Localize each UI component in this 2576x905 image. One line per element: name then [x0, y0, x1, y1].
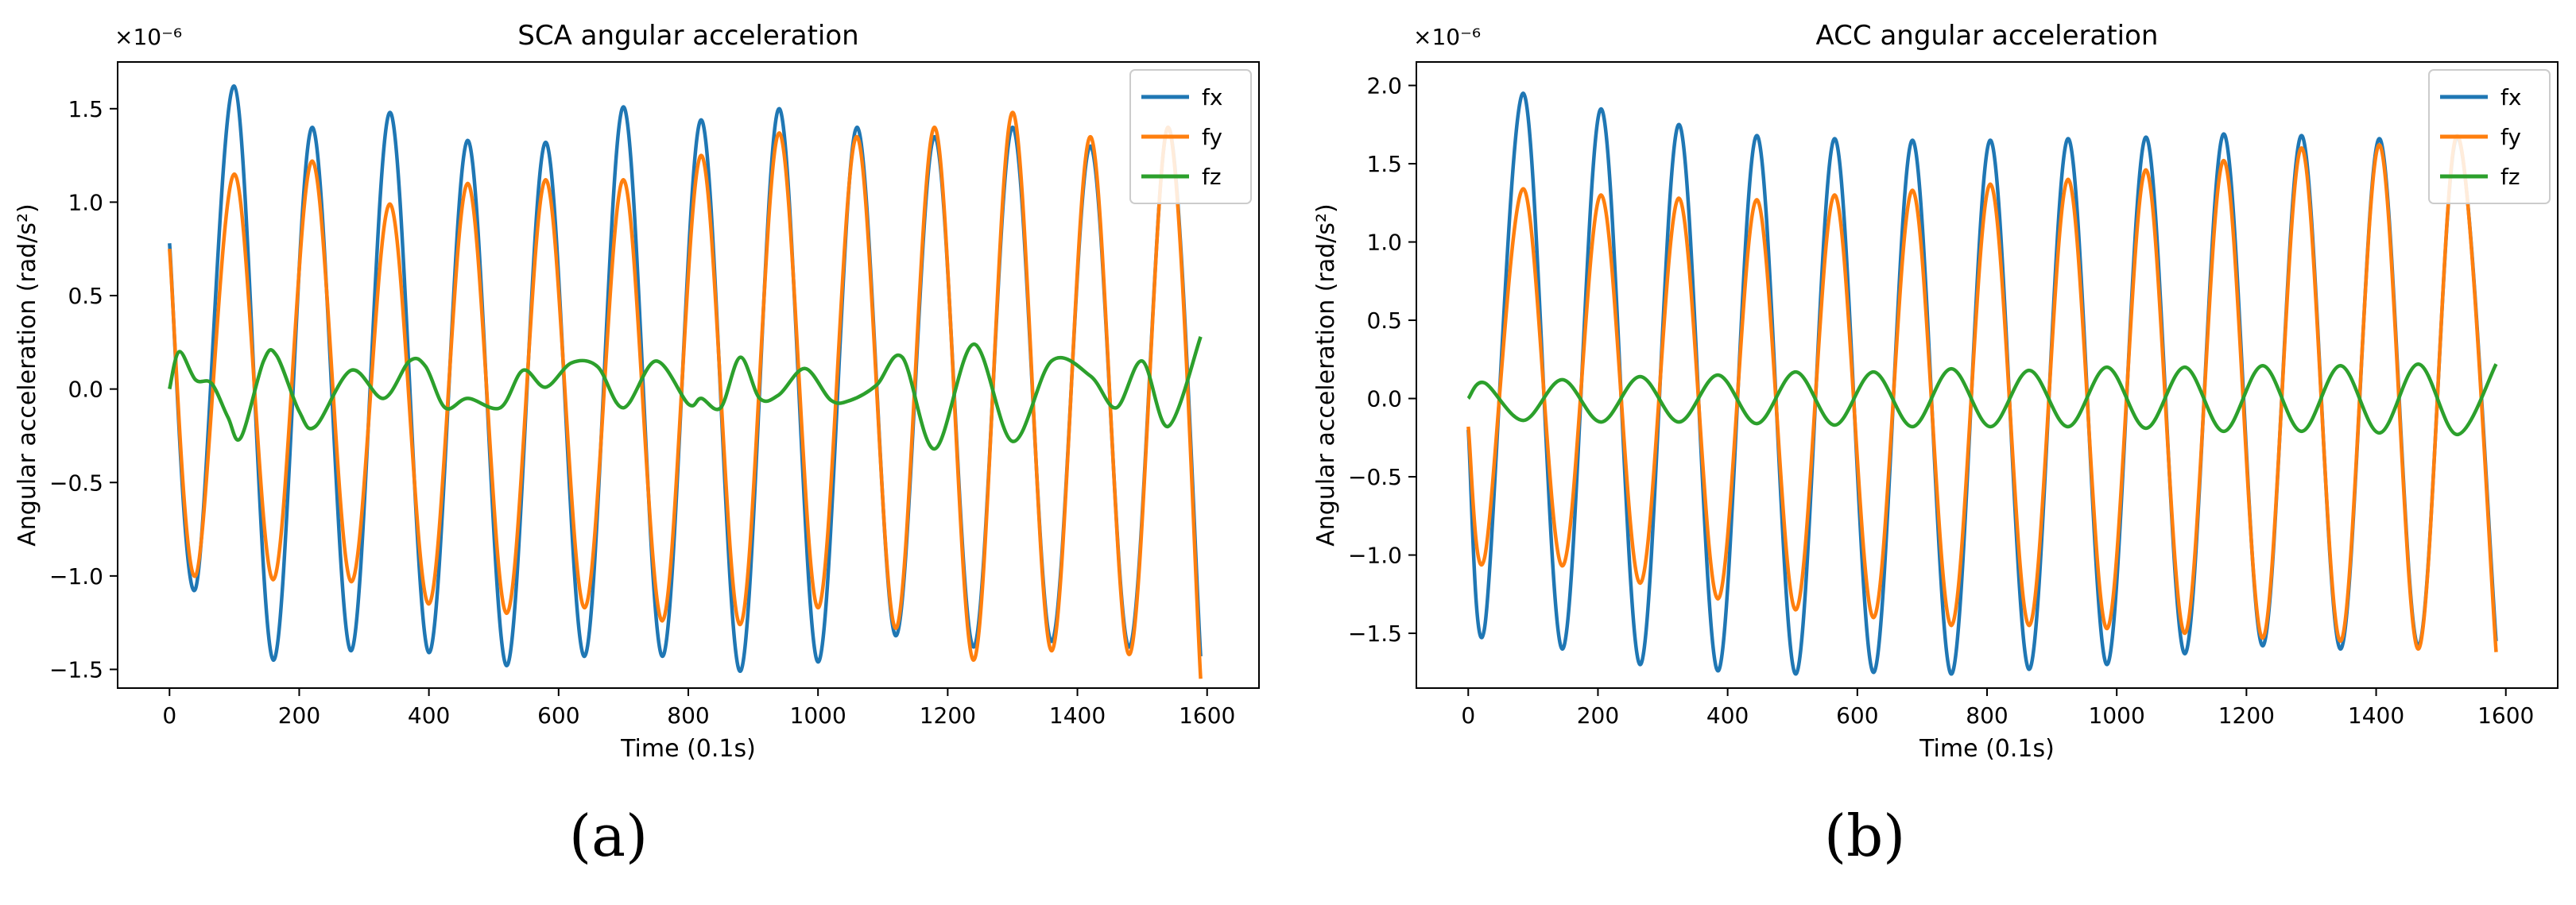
legend: fx fy fz [2428, 69, 2551, 204]
x-tick-label: 400 [1706, 702, 1749, 729]
y-tick-label: −1.0 [49, 563, 103, 590]
legend-label-fz: fz [2500, 164, 2520, 190]
legend-label-fx: fx [1202, 84, 1222, 110]
legend-box [1129, 69, 1252, 204]
x-axis-label: Time (0.1s) [1919, 735, 2055, 763]
y-tick-label: 2.0 [1366, 73, 1402, 99]
y-tick-label: 0.0 [68, 377, 103, 403]
x-tick-label: 800 [1966, 702, 2008, 729]
panel-label-a: (a) [569, 803, 649, 869]
series-line-fy [1466, 133, 2498, 652]
x-tick-label: 1200 [2218, 702, 2275, 729]
series-lines [168, 84, 1203, 679]
chart-title: SCA angular acceleration [517, 20, 858, 52]
y-tick-label: 1.5 [1366, 151, 1402, 177]
legend-label-fy: fy [2500, 124, 2521, 150]
chart-title: ACC angular acceleration [1816, 20, 2159, 52]
series-line-fz [168, 336, 1203, 451]
y-tick-label: 0.0 [1366, 386, 1402, 412]
x-tick-label: 1400 [2348, 702, 2404, 729]
x-axis-label: Time (0.1s) [620, 735, 756, 763]
panel-label-b: (b) [1824, 803, 1906, 869]
x-tick-label: 600 [537, 702, 579, 729]
x-tick-label: 1000 [2089, 702, 2145, 729]
y-tick-label: 0.5 [68, 283, 103, 309]
legend-label-fy: fy [1202, 124, 1222, 150]
y-tick-label: −1.5 [49, 656, 103, 683]
x-tick-label: 400 [408, 702, 450, 729]
chart-sca-angular-acceleration: 0 200 400 600 800 1000 1200 1400 1600 −1.5 −1.0 −0.… [14, 20, 1260, 763]
series-line-fy [168, 110, 1203, 679]
x-tick-label: 1600 [2477, 702, 2534, 729]
series-lines [1466, 91, 2498, 676]
x-tick-label: 1200 [920, 702, 976, 729]
y-axis-label: Angular acceleration (rad/s²) [1312, 203, 1340, 546]
legend-box [2428, 69, 2551, 204]
y-tick-label: −1.0 [1348, 543, 1402, 569]
y-offset-label: ×10⁻⁶ [1413, 24, 1481, 50]
series-line-fx [168, 84, 1203, 674]
series-line-fz [1466, 362, 2498, 437]
legend-label-fz: fz [1202, 164, 1222, 190]
y-tick-label: 0.5 [1366, 307, 1402, 334]
x-tick-label: 800 [667, 702, 709, 729]
series-line-fx [1466, 91, 2498, 676]
x-tick-label: 200 [1577, 702, 1619, 729]
x-tick-label: 0 [162, 702, 176, 729]
legend-label-fx: fx [2500, 84, 2521, 110]
x-tick-label: 1000 [790, 702, 846, 729]
y-tick-label: 1.0 [68, 189, 103, 215]
x-tick-label: 1400 [1049, 702, 1106, 729]
y-tick-label: −1.5 [1348, 621, 1402, 647]
y-tick-label: −0.5 [49, 470, 103, 496]
x-tick-label: 1600 [1179, 702, 1235, 729]
chart-acc-angular-acceleration: 0 200 400 600 800 1000 1200 1400 1600 −1.5 −1.0 −0.… [1312, 20, 2559, 763]
y-tick-label: 1.0 [1366, 230, 1402, 256]
x-tick-label: 600 [1836, 702, 1878, 729]
legend: fx fy fz [1129, 69, 1252, 204]
x-tick-label: 200 [278, 702, 320, 729]
y-offset-label: ×10⁻⁶ [114, 24, 182, 50]
y-axis-label: Angular acceleration (rad/s²) [14, 203, 41, 546]
y-tick-label: −0.5 [1348, 464, 1402, 490]
y-tick-label: 1.5 [68, 96, 103, 122]
x-tick-label: 0 [1461, 702, 1475, 729]
